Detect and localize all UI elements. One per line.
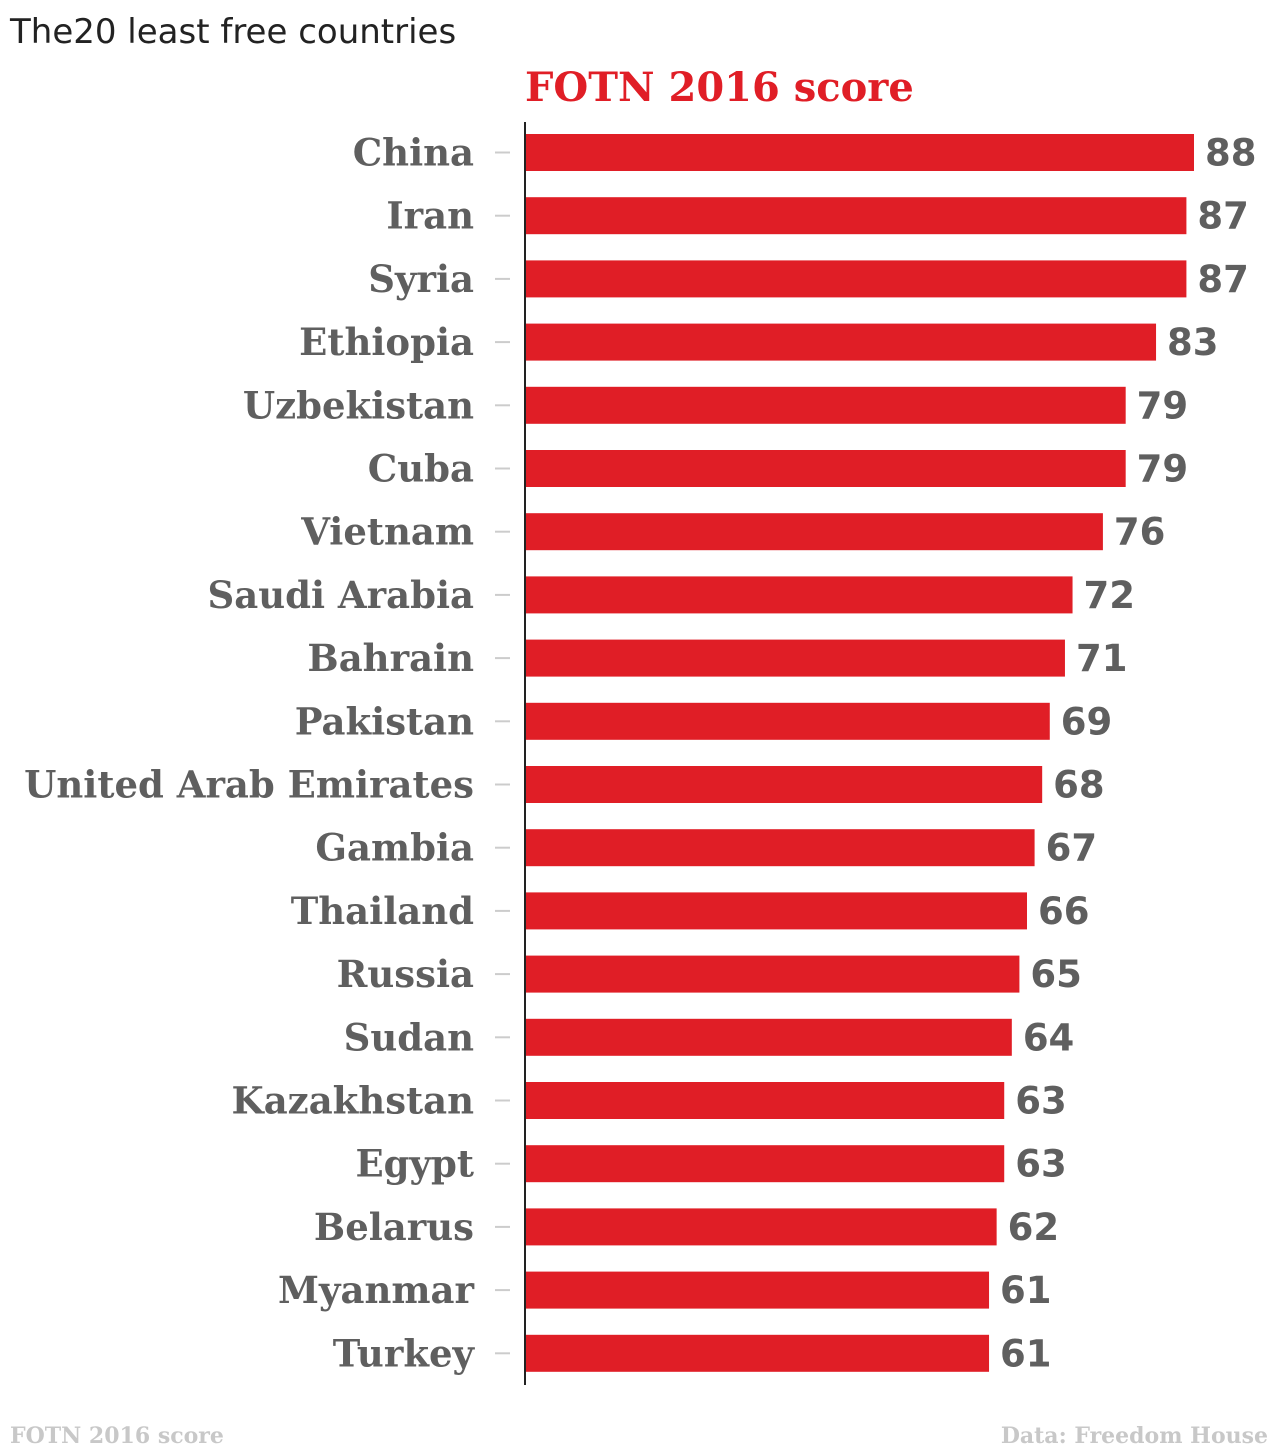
value-label: 72: [1084, 574, 1136, 617]
bar: [526, 1208, 997, 1246]
bar: [526, 1018, 1012, 1056]
category-label: Sudan: [344, 1015, 474, 1059]
category-label: United Arab Emirates: [24, 763, 474, 807]
footer-source: Data: Freedom House: [1001, 1423, 1268, 1449]
category-label: Pakistan: [295, 699, 474, 743]
category-label: Ethiopia: [299, 320, 474, 364]
bar: [526, 1145, 1005, 1183]
category-labels: China Iran Syria Ethiopia Uzbekistan Cuba Viet…: [24, 131, 475, 1376]
bar: [526, 702, 1050, 740]
bar: [526, 450, 1126, 487]
category-label: Iran: [386, 194, 474, 238]
category-label: Bahrain: [307, 636, 474, 680]
category-label: Russia: [337, 952, 474, 996]
value-label: 64: [1023, 1016, 1074, 1059]
bar: [526, 1082, 1005, 1119]
bar: [526, 386, 1126, 424]
bar: [526, 134, 1194, 171]
value-label: 66: [1038, 890, 1090, 933]
footer-series-note: FOTN 2016 score: [10, 1423, 224, 1449]
category-label: Turkey: [333, 1331, 476, 1375]
value-label: 76: [1114, 511, 1166, 554]
value-label: 83: [1167, 321, 1219, 364]
bar: [526, 1334, 990, 1372]
category-label: Kazakhstan: [232, 1079, 475, 1123]
category-label: Syria: [368, 257, 474, 301]
value-label: 61: [1000, 1269, 1051, 1312]
bar: [526, 766, 1043, 803]
category-label: Egypt: [355, 1142, 474, 1186]
category-label: Myanmar: [278, 1268, 474, 1312]
value-label: 63: [1015, 1080, 1067, 1123]
bar: [526, 955, 1020, 993]
value-label: 79: [1137, 448, 1189, 491]
category-label: Vietnam: [300, 510, 474, 554]
bar: [526, 260, 1187, 298]
category-label: Gambia: [315, 826, 474, 870]
value-label: 62: [1008, 1206, 1060, 1249]
value-label: 88: [1205, 132, 1257, 175]
value-label: 71: [1076, 637, 1128, 680]
value-label: 79: [1137, 384, 1189, 427]
value-label: 65: [1030, 953, 1082, 996]
bars: [526, 134, 1194, 1372]
category-label: Cuba: [368, 447, 474, 491]
bar: [526, 829, 1035, 867]
bar: [526, 1271, 990, 1309]
value-label: 63: [1015, 1143, 1067, 1186]
bar: [526, 323, 1157, 361]
category-label: Belarus: [314, 1205, 474, 1249]
value-label: 87: [1197, 195, 1249, 238]
y-axis-ticks: [495, 151, 510, 1355]
bar: [526, 197, 1187, 235]
value-label: 87: [1197, 258, 1249, 301]
value-label: 68: [1053, 764, 1105, 807]
series-label: FOTN 2016 score: [525, 64, 914, 111]
category-label: Uzbekistan: [243, 383, 474, 427]
chart-title: The20 least free countries: [10, 12, 457, 52]
value-labels: 88 87 87 83 79 79 76 72 71 69 68 67 66 65 64 63 63 62 61 61: [1000, 132, 1256, 1376]
value-label: 61: [1000, 1332, 1051, 1375]
category-label: Thailand: [291, 889, 474, 933]
bar: [526, 513, 1103, 551]
value-label: 69: [1061, 700, 1113, 743]
bar: [526, 639, 1065, 677]
category-label: China: [353, 131, 474, 175]
bar: [526, 576, 1073, 614]
value-label: 67: [1046, 827, 1098, 870]
category-label: Saudi Arabia: [208, 573, 475, 617]
bar: [526, 892, 1027, 930]
